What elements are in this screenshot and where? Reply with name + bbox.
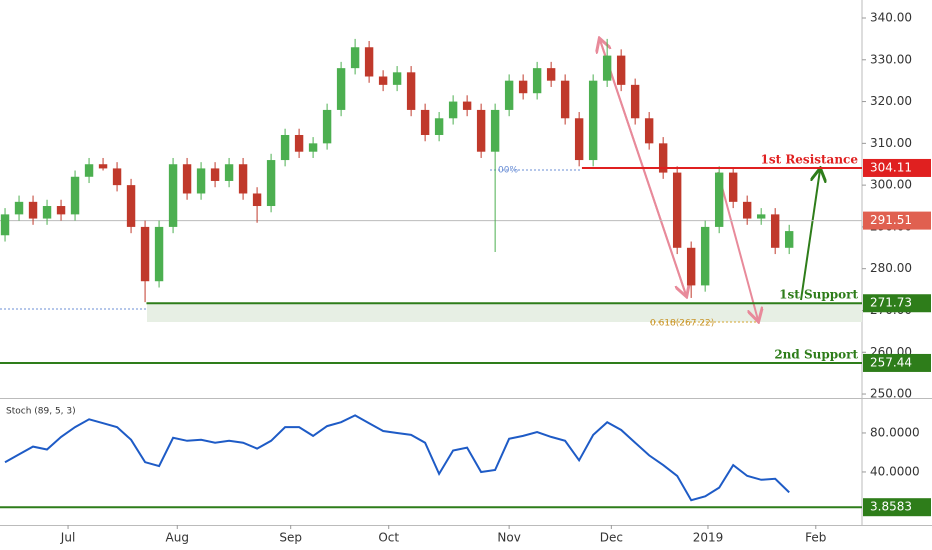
candle-body <box>0 214 10 236</box>
candle-body <box>364 47 374 77</box>
level-tag <box>863 353 931 372</box>
candle-body <box>336 68 346 110</box>
level-name: 1st Support <box>779 288 858 302</box>
candle-body <box>378 76 388 85</box>
candle-body <box>518 80 528 94</box>
level-value: 304.11 <box>870 160 912 174</box>
level-tag <box>863 294 931 313</box>
candle-body <box>224 164 234 181</box>
candle-body <box>770 214 780 248</box>
candle-body <box>686 247 696 286</box>
candle-body <box>392 72 402 85</box>
fib-label: 0.618(267.22) <box>650 319 714 329</box>
candle-body <box>434 118 444 135</box>
candle-body <box>196 168 206 194</box>
candle-body <box>42 206 52 219</box>
level-value: 3.8583 <box>870 500 912 514</box>
indicator-title: Stoch (89, 5, 3) <box>6 407 76 417</box>
candle-body <box>504 80 514 110</box>
candle-body <box>238 164 248 194</box>
x-tick-label: Sep <box>279 531 302 545</box>
candle-body <box>476 109 486 152</box>
candle-body <box>112 168 122 186</box>
candle-body <box>84 164 94 177</box>
candle-body <box>462 101 472 110</box>
candle-body <box>560 80 570 119</box>
candle-body <box>28 201 38 219</box>
candle-body <box>126 185 136 227</box>
candle-body <box>308 143 318 152</box>
candle-body <box>728 172 738 202</box>
candle-body <box>756 214 766 219</box>
last-price-tag <box>863 211 931 230</box>
level-name: 1st Resistance <box>761 152 859 166</box>
level-value: 271.73 <box>870 296 912 310</box>
candle-body <box>700 226 710 286</box>
last-price-value: 291.51 <box>870 213 912 227</box>
candle-body <box>714 172 724 227</box>
candle-body <box>602 55 612 81</box>
candle-body <box>266 160 276 207</box>
candle-body <box>784 231 794 248</box>
candle-body <box>742 201 752 219</box>
level-tag <box>863 498 931 517</box>
candle-body <box>252 193 262 207</box>
candle-body <box>70 176 80 215</box>
candle-body <box>140 226 150 282</box>
x-tick-label: 2019 <box>693 531 724 545</box>
x-tick-label: Feb <box>805 531 826 545</box>
arrow <box>717 171 758 320</box>
stoch-line <box>4 414 790 502</box>
candle-body <box>658 143 668 173</box>
candle-body <box>448 101 458 119</box>
candle-body <box>588 80 598 161</box>
candle-body <box>280 134 290 161</box>
fib-label: 00% <box>498 166 518 176</box>
candle-body <box>182 164 192 194</box>
y-tick-label: 310.00 <box>870 136 912 150</box>
candle-body <box>630 84 640 119</box>
candle-body <box>168 164 178 227</box>
x-tick-label: Dec <box>600 531 623 545</box>
candle-body <box>210 168 220 181</box>
candle-body <box>644 118 654 144</box>
y-tick-label: 340.00 <box>870 11 912 25</box>
candle-body <box>14 201 24 215</box>
candle-body <box>322 109 332 144</box>
candle-body <box>56 206 66 215</box>
candle-body <box>420 109 430 135</box>
candle-body <box>490 109 500 152</box>
candle-body <box>672 172 682 248</box>
y-tick-label: 320.00 <box>870 94 912 108</box>
y-tick-label: 300.00 <box>870 178 912 192</box>
candle-body <box>616 55 626 85</box>
x-tick-label: Aug <box>166 531 189 545</box>
candle-body <box>546 68 556 81</box>
y-tick-label: 250.00 <box>870 387 912 401</box>
y-tick-label: 40.0000 <box>870 464 920 478</box>
level-name: 2nd Support <box>774 347 858 361</box>
candle-body <box>574 118 584 161</box>
level-value: 257.44 <box>870 355 912 369</box>
y-tick-label: 80.0000 <box>870 425 920 439</box>
support-zone <box>147 303 862 322</box>
candle-body <box>294 134 304 152</box>
candle-body <box>532 68 542 94</box>
candle-body <box>154 226 164 282</box>
y-tick-label: 280.00 <box>870 261 912 275</box>
candle-body <box>350 47 360 69</box>
level-tag <box>863 158 931 177</box>
y-tick-label: 330.00 <box>870 52 912 66</box>
x-tick-label: Jul <box>60 531 75 545</box>
x-tick-label: Oct <box>378 531 399 545</box>
candle-body <box>98 164 108 169</box>
candle-body <box>406 72 416 110</box>
arrow <box>800 170 820 301</box>
x-tick-label: Nov <box>497 531 520 545</box>
